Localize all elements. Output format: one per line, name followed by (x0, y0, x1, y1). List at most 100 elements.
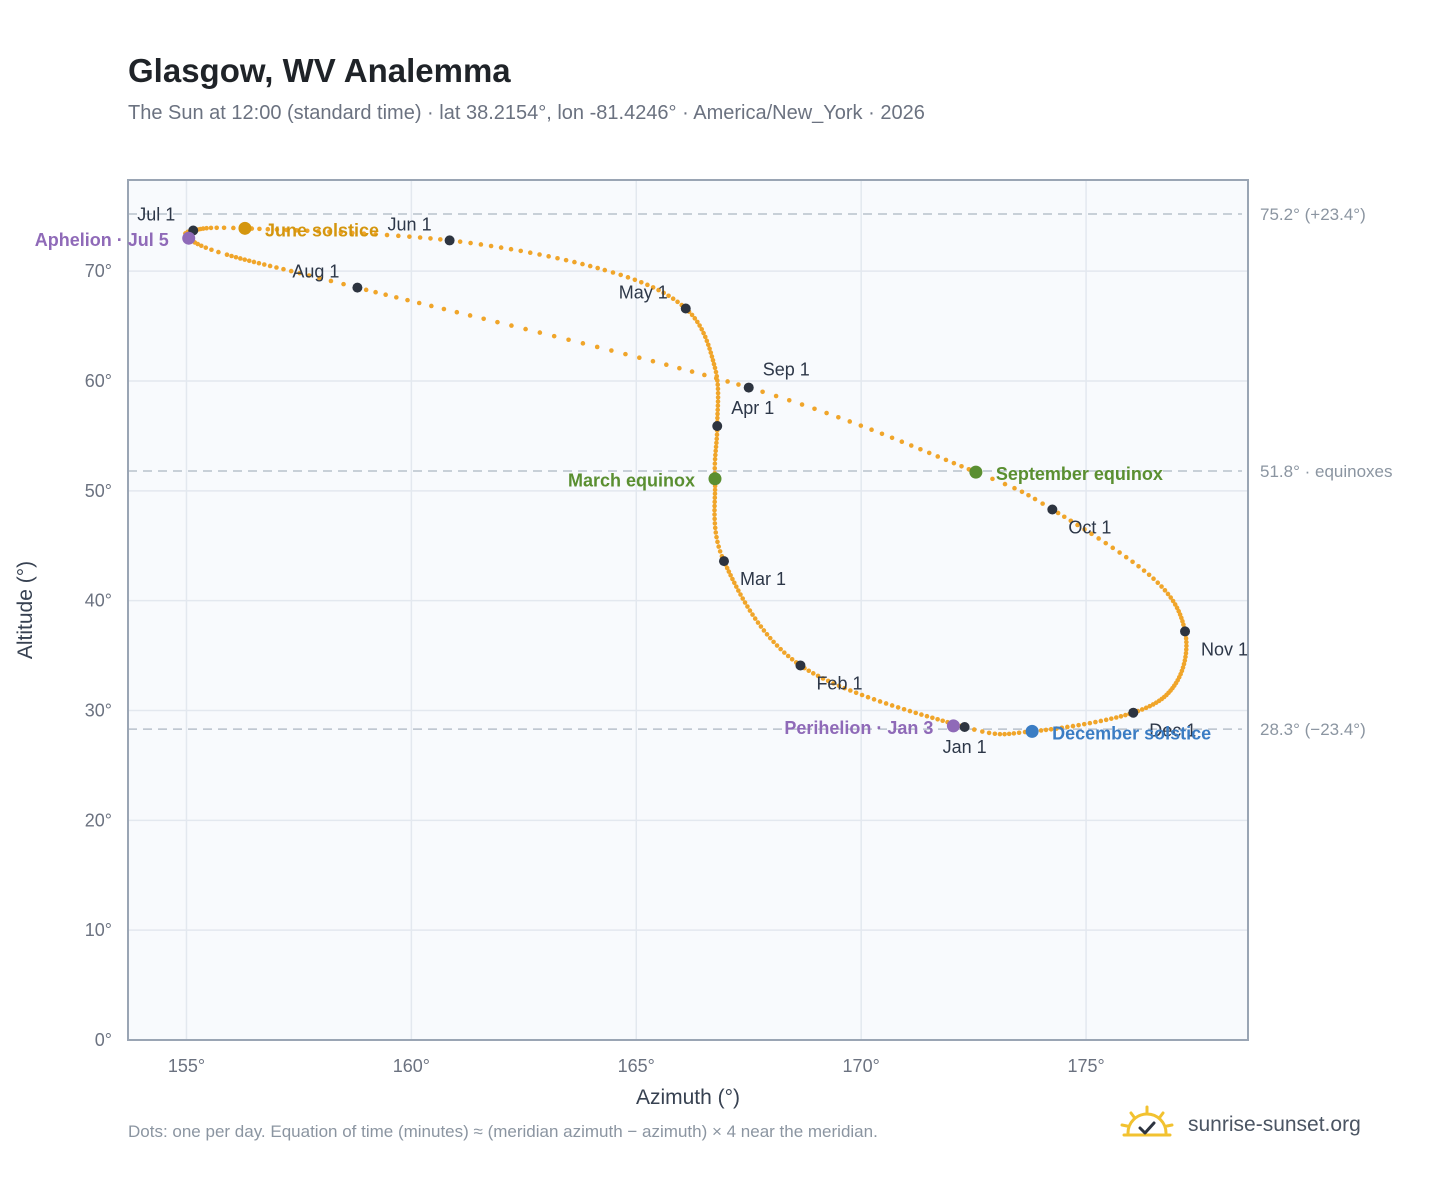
analemma-day-dot (774, 643, 780, 648)
analemma-day-dot (702, 372, 707, 378)
analemma-day-dot (1081, 721, 1087, 727)
x-tick-label: 155° (168, 1056, 205, 1076)
analemma-day-dot (1059, 725, 1065, 731)
analemma-day-dot (715, 399, 721, 404)
analemma-day-dot (304, 228, 310, 234)
analemma-day-dot (1032, 496, 1038, 502)
brand-logo[interactable]: sunrise-sunset.org (1120, 1100, 1361, 1150)
analemma-day-dot (767, 635, 773, 641)
analemma-day-dot (714, 432, 720, 438)
analemma-day-dot (488, 243, 494, 249)
analemma-day-dot (951, 460, 957, 466)
analemma-day-dot (664, 362, 669, 368)
analemma-day-dot (602, 267, 608, 273)
analemma-day-dot (284, 227, 289, 233)
analemma-day-dot (715, 539, 720, 545)
analemma-day-dot (1082, 527, 1087, 532)
analemma-day-dot (198, 243, 204, 249)
analemma-day-dot (274, 227, 280, 232)
analemma-day-dot (940, 718, 945, 724)
analemma-day-dot (350, 230, 355, 236)
analemma-day-dot (1103, 717, 1109, 723)
analemma-day-dot (716, 544, 721, 549)
analemma-day-dot (1183, 650, 1189, 656)
analemma-day-dot (1038, 728, 1044, 733)
analemma-day-dot (713, 452, 718, 458)
analemma-day-dot (1012, 485, 1017, 491)
analemma-day-dot (705, 342, 711, 348)
analemma-day-dot (656, 287, 661, 293)
analemma-day-dot (732, 580, 737, 586)
analemma-day-dot (715, 386, 721, 392)
analemma-day-dot (546, 254, 551, 259)
analemma-day-dot (713, 444, 719, 450)
analemma-day-dot (328, 278, 334, 284)
analemma-day-dot (288, 268, 294, 274)
month-marker-dot (743, 382, 754, 393)
plot-area (128, 180, 1248, 1040)
analemma-day-dot (373, 289, 378, 295)
analemma-day-dot (297, 270, 302, 276)
analemma-day-dot (1096, 536, 1101, 541)
analemma-day-dot (710, 358, 716, 363)
event-marker-label: September equinox (996, 464, 1163, 484)
analemma-day-dot (773, 393, 779, 399)
analemma-day-dot (587, 263, 593, 269)
analemma-day-dot (580, 341, 586, 346)
analemma-day-dot (943, 457, 949, 463)
analemma-day-dot (712, 487, 718, 493)
analemma-day-dot (697, 323, 702, 328)
analemma-day-dot (383, 292, 388, 298)
analemma-day-dot (572, 259, 577, 265)
plot-background (128, 180, 1248, 1040)
analemma-day-dot (1159, 584, 1164, 589)
analemma-day-dot (836, 414, 841, 420)
analemma-day-dot (639, 279, 644, 285)
analemma-day-dot (712, 507, 717, 513)
analemma-day-dot (555, 255, 560, 261)
analemma-day-dot (980, 729, 985, 734)
analemma-day-dot (595, 265, 600, 271)
analemma-day-dot (747, 608, 753, 613)
analemma-day-dot (824, 410, 829, 416)
analemma-day-dot (563, 257, 569, 263)
analemma-day-dot (315, 228, 321, 234)
month-marker-label: Sep 1 (763, 360, 810, 380)
month-marker-dot (680, 303, 691, 314)
analemma-day-dot (1076, 722, 1081, 728)
x-tick-label: 160° (393, 1056, 430, 1076)
y-tick-label: 30° (85, 700, 112, 720)
analemma-day-dot (712, 365, 718, 371)
analemma-day-dot (1184, 643, 1189, 649)
chart-title: Glasgow, WV Analemma (128, 52, 511, 89)
analemma-day-dot (1061, 514, 1067, 520)
month-marker-label: Nov 1 (1201, 639, 1248, 659)
analemma-day-dot (806, 668, 812, 674)
analemma-day-dot (508, 246, 514, 252)
x-tick-label: 165° (618, 1056, 655, 1076)
analemma-day-dot (566, 337, 571, 343)
analemma-day-dot (919, 712, 924, 717)
analemma-day-dot (1019, 489, 1025, 495)
analemma-day-dot (537, 330, 543, 335)
reference-line-label: 28.3° (−23.4°) (1260, 720, 1366, 739)
analemma-day-dot (338, 230, 344, 235)
analemma-day-dot (281, 266, 286, 272)
analemma-day-dot (715, 382, 721, 387)
analemma-day-dot (736, 382, 741, 387)
x-tick-label: 175° (1067, 1056, 1104, 1076)
month-marker-label: Dec 1 (1149, 721, 1196, 741)
analemma-day-dot (246, 258, 252, 264)
analemma-day-dot (666, 293, 671, 299)
analemma-day-dot (836, 683, 842, 689)
brand-name: sunrise-sunset.org (1188, 1113, 1361, 1136)
analemma-day-dot (859, 692, 865, 698)
analemma-day-dot (454, 309, 460, 315)
analemma-day-dot (689, 312, 695, 318)
analemma-day-dot (825, 678, 831, 684)
analemma-day-dot (711, 361, 717, 367)
analemma-day-dot (416, 300, 422, 306)
analemma-day-dot (623, 351, 628, 357)
analemma-day-dot (986, 730, 992, 736)
analemma-day-dot (820, 676, 826, 681)
